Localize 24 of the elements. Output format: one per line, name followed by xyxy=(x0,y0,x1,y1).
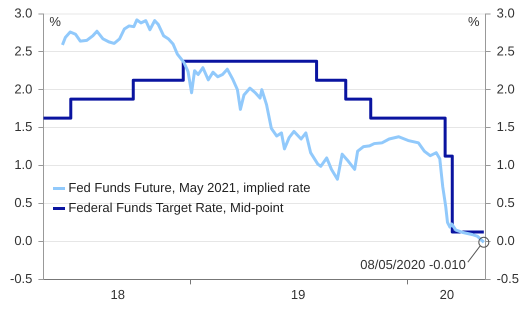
y-tick-label: -0.5 xyxy=(10,270,32,286)
y2-tick-label: 0.5 xyxy=(496,195,515,210)
legend-label: Federal Funds Target Rate, Mid-point xyxy=(68,199,284,218)
y-tick-label: 1.0 xyxy=(14,157,32,172)
legend-label: Fed Funds Future, May 2021, implied rate xyxy=(68,179,310,198)
x-tick-label: 18 xyxy=(110,286,126,302)
y2-tick-label: 2.0 xyxy=(496,81,515,96)
y2-tick-label: -0.5 xyxy=(496,270,520,286)
annotation: 08/05/2020 -0.010 xyxy=(360,256,466,272)
y-tick-label: 0.5 xyxy=(14,195,32,210)
y-tick-label: 2.5 xyxy=(14,43,32,58)
y-tick-label: 2.0 xyxy=(14,81,32,96)
y2-tick-label: 0.0 xyxy=(496,233,515,248)
y2-tick-label: 2.5 xyxy=(496,43,515,58)
y2-tick-label: 1.0 xyxy=(496,157,515,172)
x-tick-label: 20 xyxy=(440,286,454,302)
y2-axis-title: % xyxy=(468,14,480,29)
x-tick-label: 19 xyxy=(290,286,306,302)
y-tick-label: 3.0 xyxy=(14,5,32,20)
y-tick-label: 1.5 xyxy=(14,119,32,134)
y2-tick-label: 3.0 xyxy=(496,5,515,20)
y-axis-title: % xyxy=(49,14,62,29)
y2-tick-label: 1.5 xyxy=(496,119,515,134)
y-tick-label: 0.0 xyxy=(14,233,32,248)
